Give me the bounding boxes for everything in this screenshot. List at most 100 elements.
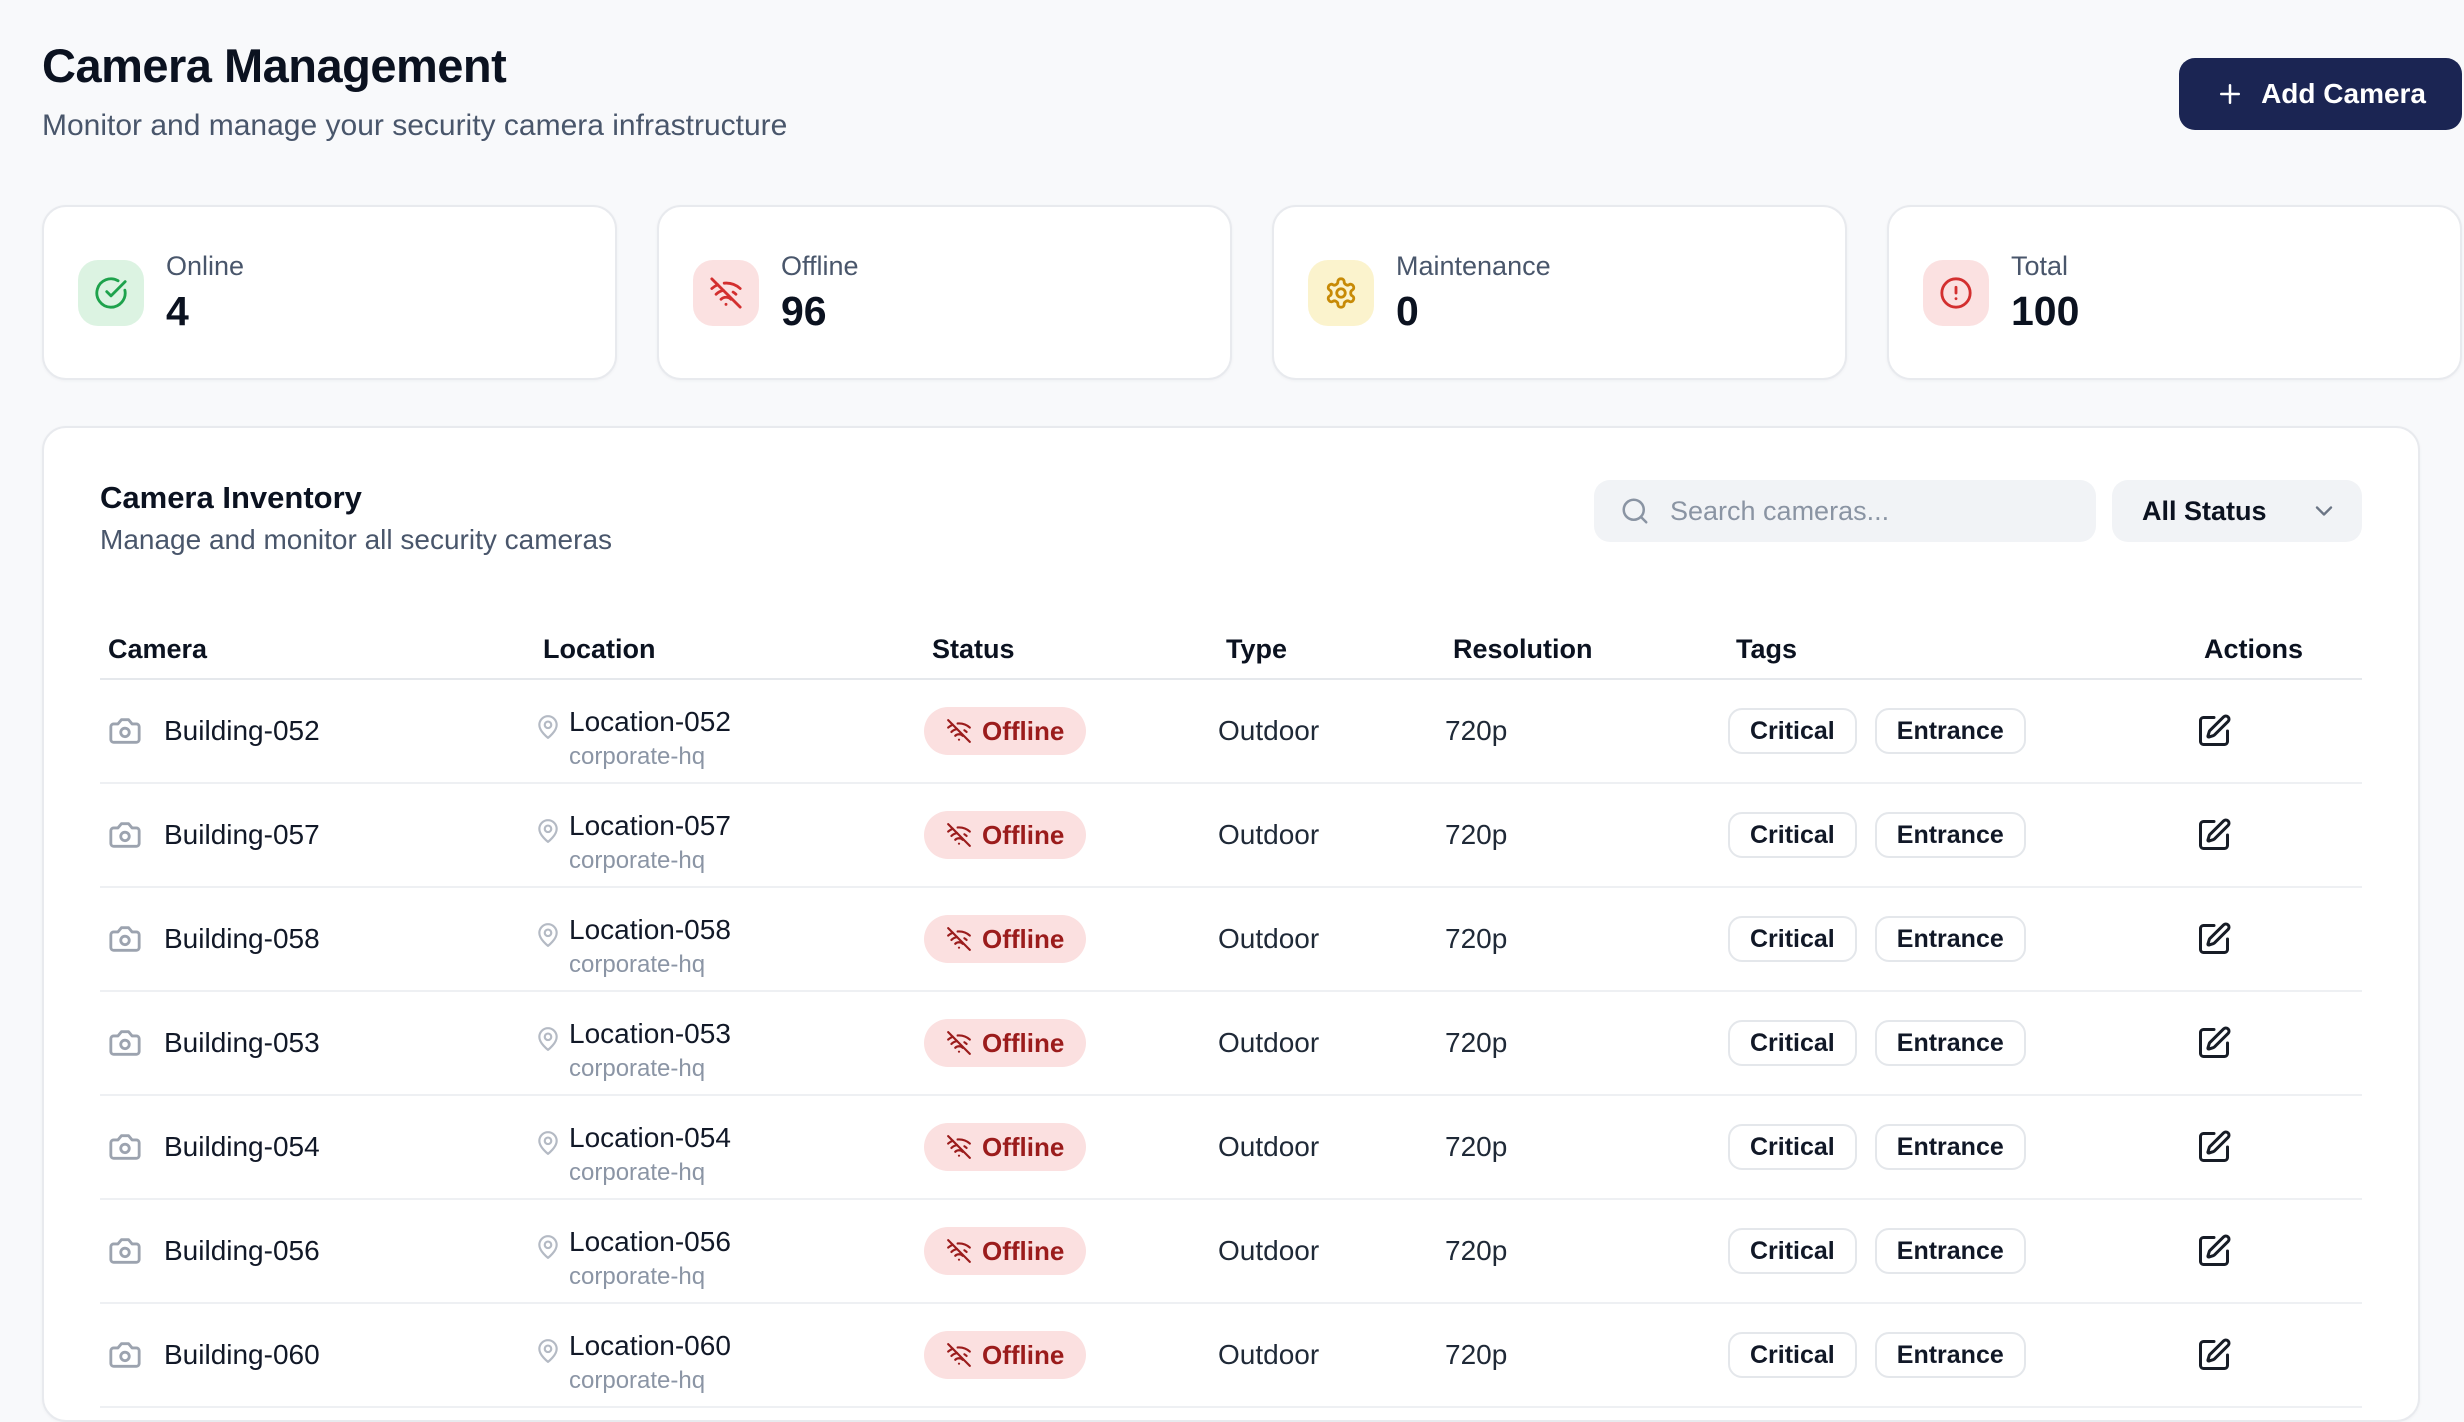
location-name: Location-052 bbox=[569, 705, 731, 737]
wifi-off-icon bbox=[946, 1030, 972, 1056]
search-input[interactable] bbox=[1670, 480, 2096, 542]
search-icon bbox=[1620, 496, 1650, 526]
status-cell: Offline bbox=[924, 811, 1218, 859]
wifi-off-icon bbox=[946, 1238, 972, 1264]
map-pin-icon bbox=[535, 1026, 561, 1052]
stat-value: 0 bbox=[1396, 287, 1419, 334]
camera-name: Building-054 bbox=[164, 1131, 320, 1162]
stat-label: Total bbox=[2011, 250, 2069, 281]
tag-pill: Entrance bbox=[1874, 708, 2026, 754]
status-cell: Offline bbox=[924, 1123, 1218, 1171]
actions-cell bbox=[2160, 713, 2362, 749]
tag-pill: Critical bbox=[1728, 1124, 1857, 1170]
location-cell: Location-060 corporate-hq bbox=[535, 1316, 924, 1395]
camera-name: Building-060 bbox=[164, 1339, 320, 1370]
table-body: Building-052 Location-052 corporate-hq O… bbox=[100, 680, 2362, 1408]
camera-resolution: 720p bbox=[1445, 819, 1508, 850]
resolution-cell: 720p bbox=[1445, 1339, 1728, 1371]
location-cell: Location-058 corporate-hq bbox=[535, 900, 924, 979]
edit-button[interactable] bbox=[2196, 1129, 2232, 1165]
add-camera-button[interactable]: Add Camera bbox=[2179, 58, 2462, 130]
status-cell: Offline bbox=[924, 707, 1218, 755]
wifi-off-icon bbox=[946, 926, 972, 952]
status-filter-value: All Status bbox=[2142, 495, 2267, 526]
camera-icon bbox=[108, 1234, 142, 1268]
wifi-off-icon bbox=[946, 822, 972, 848]
location-site: corporate-hq bbox=[569, 846, 706, 874]
table-row: Building-057 Location-057 corporate-hq O… bbox=[100, 784, 2362, 888]
status-badge: Offline bbox=[924, 811, 1087, 859]
camera-cell: Building-056 bbox=[100, 1234, 535, 1268]
actions-cell bbox=[2160, 817, 2362, 853]
location-cell: Location-053 corporate-hq bbox=[535, 1004, 924, 1083]
camera-resolution: 720p bbox=[1445, 715, 1508, 746]
tag-pill: Entrance bbox=[1874, 1020, 2026, 1066]
location-text-block: Location-057 corporate-hq bbox=[569, 810, 731, 875]
table-row: Building-053 Location-053 corporate-hq O… bbox=[100, 992, 2362, 1096]
stat-card-maintenance: Maintenance 0 bbox=[1272, 205, 1847, 380]
map-pin-icon bbox=[535, 1130, 561, 1156]
status-badge: Offline bbox=[924, 1331, 1087, 1379]
camera-type: Outdoor bbox=[1218, 715, 1320, 746]
page-header: Camera Management Monitor and manage you… bbox=[42, 38, 2462, 143]
table-row: Building-054 Location-054 corporate-hq O… bbox=[100, 1096, 2362, 1200]
tag-pill: Critical bbox=[1728, 916, 1857, 962]
camera-name: Building-052 bbox=[164, 715, 320, 746]
tag-pill: Critical bbox=[1728, 812, 1857, 858]
gear-icon bbox=[1308, 259, 1374, 326]
stat-label: Maintenance bbox=[1396, 250, 1551, 281]
camera-icon bbox=[108, 922, 142, 956]
tag-pill: Critical bbox=[1728, 1228, 1857, 1274]
edit-button[interactable] bbox=[2196, 713, 2232, 749]
status-badge-label: Offline bbox=[982, 1339, 1065, 1370]
type-cell: Outdoor bbox=[1218, 1339, 1445, 1371]
status-cell: Offline bbox=[924, 1227, 1218, 1275]
stat-text-block: Maintenance 0 bbox=[1396, 251, 1551, 335]
page-subtitle: Monitor and manage your security camera … bbox=[42, 109, 788, 142]
camera-name: Building-057 bbox=[164, 819, 320, 850]
location-text-block: Location-058 corporate-hq bbox=[569, 914, 731, 979]
camera-type: Outdoor bbox=[1218, 819, 1320, 850]
actions-cell bbox=[2160, 1337, 2362, 1373]
stat-value: 96 bbox=[781, 287, 827, 334]
type-cell: Outdoor bbox=[1218, 1027, 1445, 1059]
location-text-block: Location-054 corporate-hq bbox=[569, 1122, 731, 1187]
status-cell: Offline bbox=[924, 1019, 1218, 1067]
camera-cell: Building-060 bbox=[100, 1338, 535, 1372]
status-badge-label: Offline bbox=[982, 715, 1065, 746]
tags-cell: Critical Entrance bbox=[1728, 1332, 2160, 1378]
edit-button[interactable] bbox=[2196, 1025, 2232, 1061]
edit-button[interactable] bbox=[2196, 1233, 2232, 1269]
alert-circle-icon bbox=[1923, 259, 1989, 326]
location-site: corporate-hq bbox=[569, 742, 706, 770]
tags-cell: Critical Entrance bbox=[1728, 916, 2160, 962]
status-filter-dropdown[interactable]: All Status bbox=[2112, 480, 2362, 542]
column-header-location: Location bbox=[543, 633, 656, 664]
tags-cell: Critical Entrance bbox=[1728, 708, 2160, 754]
camera-table: Camera Location Status Type Resolution T… bbox=[100, 620, 2362, 1408]
camera-resolution: 720p bbox=[1445, 1027, 1508, 1058]
camera-icon bbox=[108, 714, 142, 748]
edit-icon bbox=[2196, 817, 2232, 853]
table-row: Building-052 Location-052 corporate-hq O… bbox=[100, 680, 2362, 784]
actions-cell bbox=[2160, 1233, 2362, 1269]
resolution-cell: 720p bbox=[1445, 819, 1728, 851]
resolution-cell: 720p bbox=[1445, 923, 1728, 955]
actions-cell bbox=[2160, 1025, 2362, 1061]
edit-button[interactable] bbox=[2196, 921, 2232, 957]
stat-card-offline: Offline 96 bbox=[657, 205, 1232, 380]
resolution-cell: 720p bbox=[1445, 1131, 1728, 1163]
edit-button[interactable] bbox=[2196, 1337, 2232, 1373]
camera-icon bbox=[108, 1026, 142, 1060]
map-pin-icon bbox=[535, 714, 561, 740]
edit-button[interactable] bbox=[2196, 817, 2232, 853]
table-header-row: Camera Location Status Type Resolution T… bbox=[100, 620, 2362, 680]
page-heading-block: Camera Management Monitor and manage you… bbox=[42, 38, 787, 143]
status-cell: Offline bbox=[924, 1331, 1218, 1379]
tags-cell: Critical Entrance bbox=[1728, 1228, 2160, 1274]
stat-card-total: Total 100 bbox=[1887, 205, 2462, 380]
status-badge-label: Offline bbox=[982, 923, 1065, 954]
map-pin-icon bbox=[535, 922, 561, 948]
location-text-block: Location-060 corporate-hq bbox=[569, 1330, 731, 1395]
location-name: Location-057 bbox=[569, 809, 731, 841]
